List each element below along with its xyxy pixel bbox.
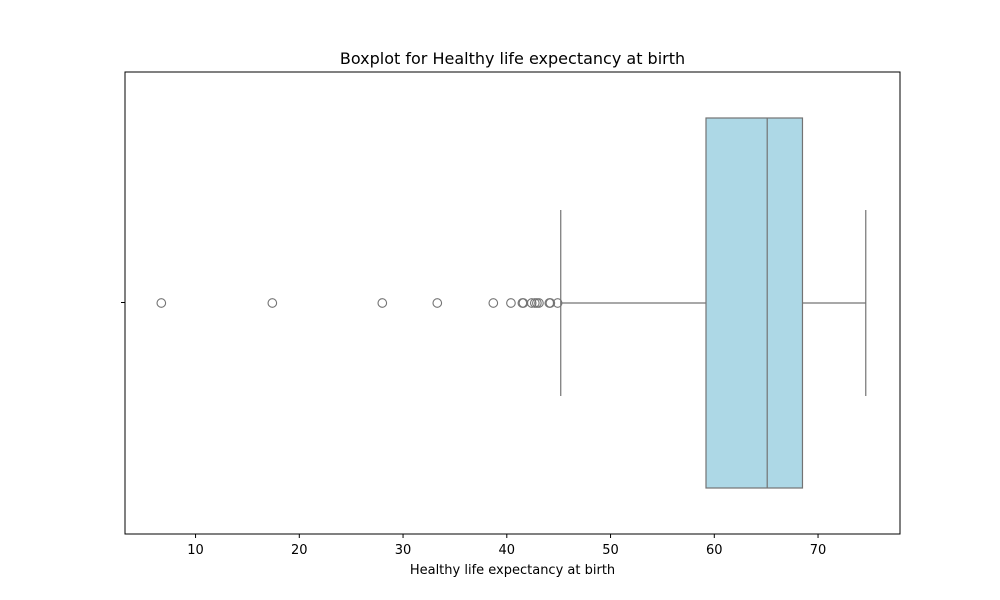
outlier-point	[377, 298, 388, 308]
x-tick-label: 70	[810, 543, 827, 558]
x-tick-label: 20	[291, 543, 308, 558]
x-tick-label: 40	[499, 543, 516, 558]
outlier-point	[432, 298, 443, 308]
iqr-box	[705, 117, 804, 489]
outlier-point	[506, 298, 516, 308]
x-axis-label: Healthy life expectancy at birth	[410, 563, 615, 578]
outlier-point	[488, 298, 499, 308]
x-tick-label: 50	[602, 543, 619, 558]
x-tick-label: 10	[187, 543, 204, 558]
outlier-point	[545, 298, 556, 308]
outlier-point	[534, 298, 544, 308]
outlier-point	[526, 298, 537, 308]
outlier-point	[532, 298, 542, 308]
x-tick-label: 30	[395, 543, 412, 558]
chart-title: Boxplot for Healthy life expectancy at b…	[340, 49, 685, 68]
plot-area	[156, 117, 867, 489]
outlier-point	[156, 298, 167, 308]
x-tick-label: 60	[706, 543, 723, 558]
outlier-point	[552, 298, 563, 308]
outlier-point	[267, 298, 278, 308]
x-axis: 10 20 30 40 50 60 70	[187, 534, 826, 558]
